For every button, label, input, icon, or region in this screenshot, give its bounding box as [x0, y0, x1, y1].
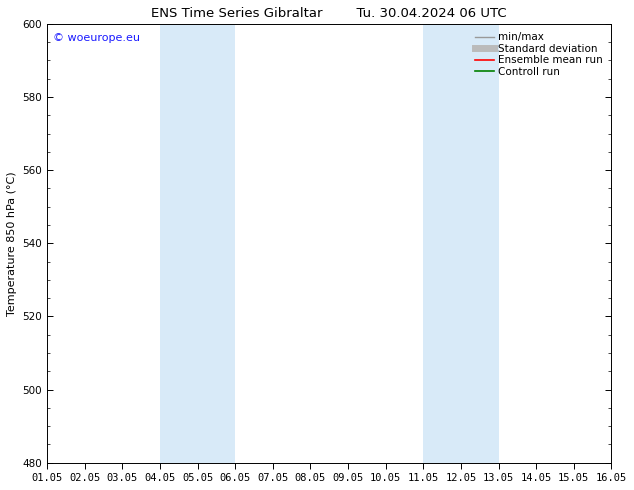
Title: ENS Time Series Gibraltar        Tu. 30.04.2024 06 UTC: ENS Time Series Gibraltar Tu. 30.04.2024… — [152, 7, 507, 20]
Y-axis label: Temperature 850 hPa (°C): Temperature 850 hPa (°C) — [7, 171, 17, 316]
Text: © woeurope.eu: © woeurope.eu — [53, 33, 139, 43]
Legend: min/max, Standard deviation, Ensemble mean run, Controll run: min/max, Standard deviation, Ensemble me… — [472, 29, 606, 80]
Bar — [424, 24, 498, 463]
Bar — [160, 24, 235, 463]
